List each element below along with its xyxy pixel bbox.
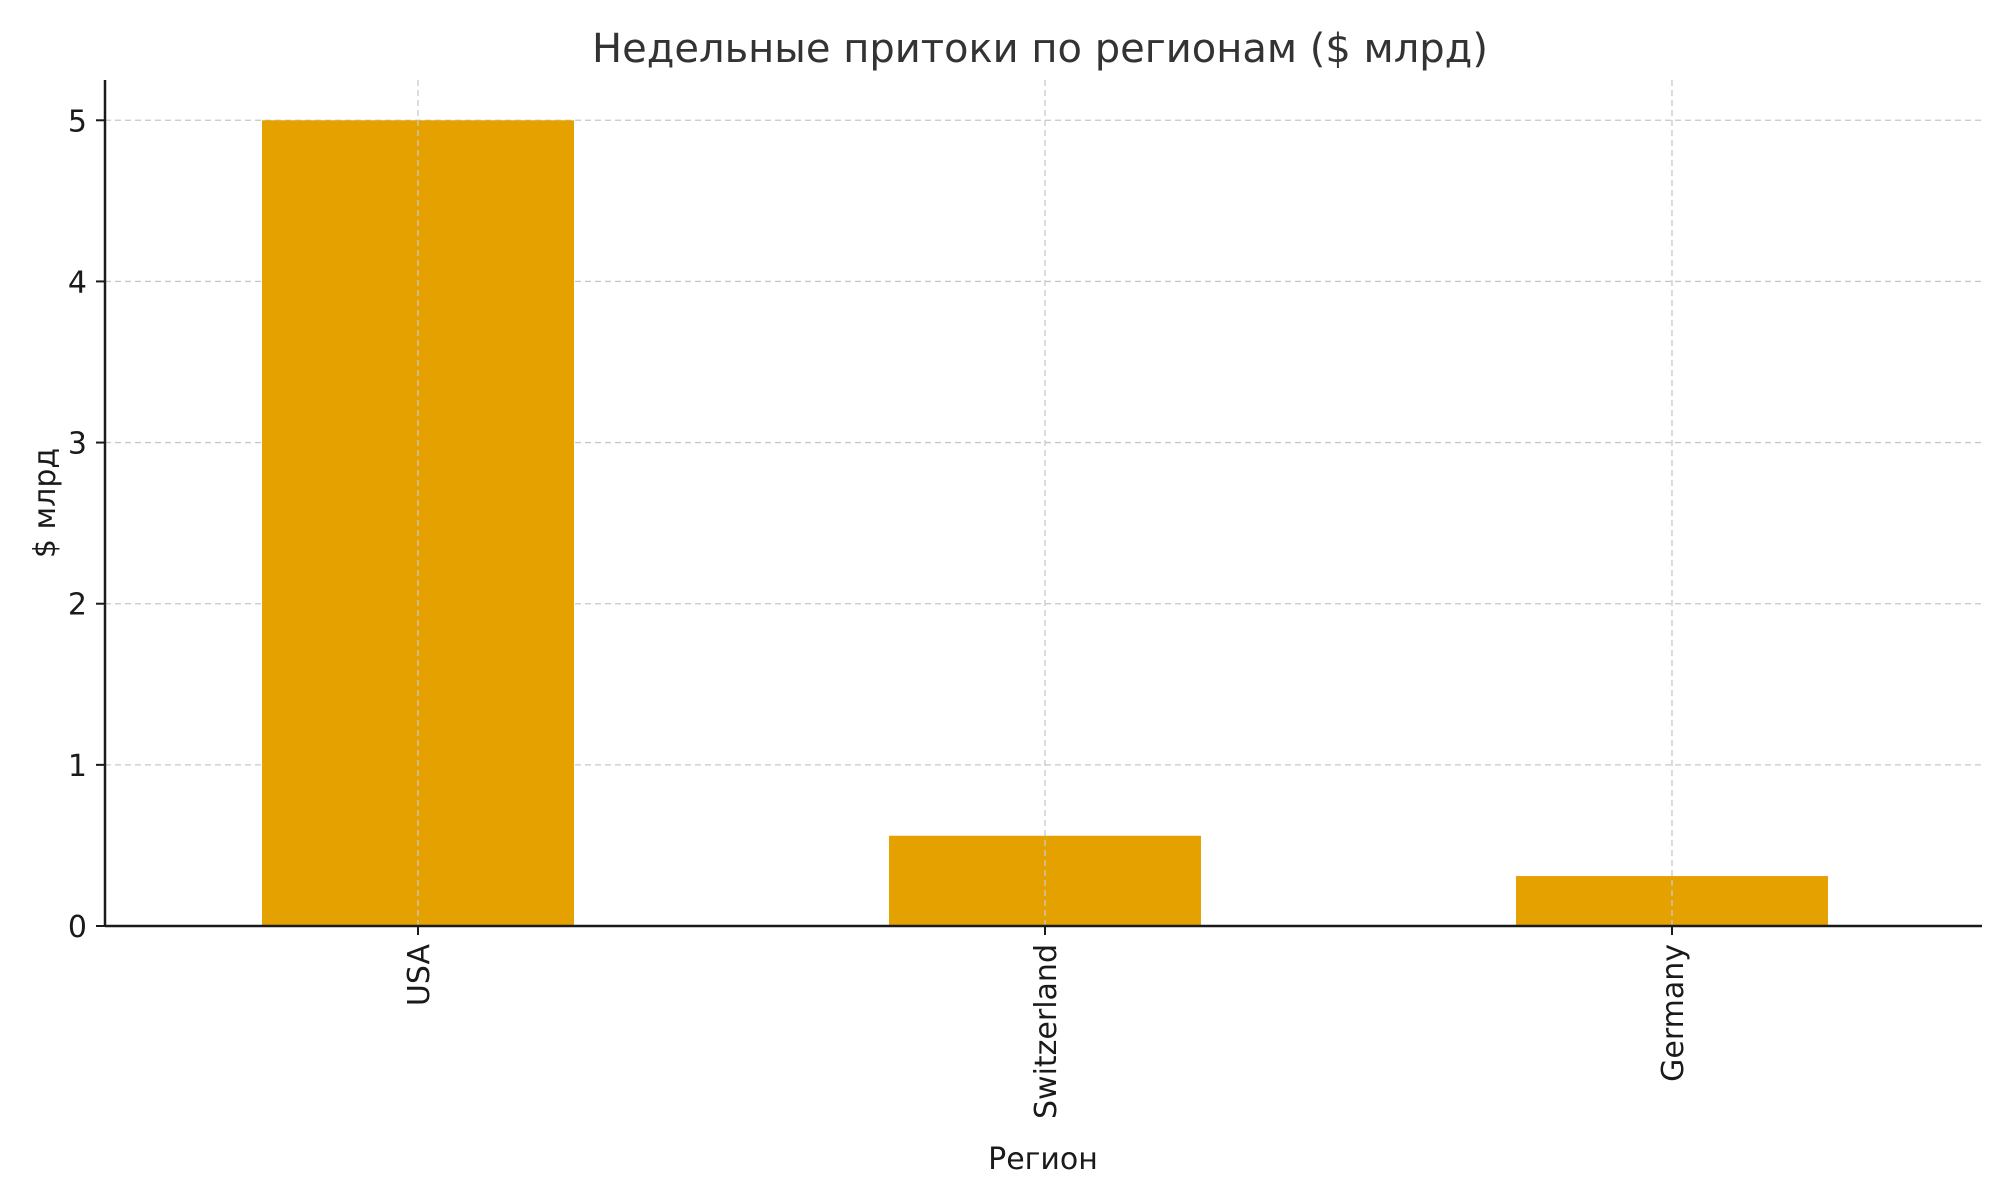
y-axis-label: $ млрд	[28, 448, 63, 558]
y-tick-label: 0	[68, 910, 87, 945]
y-ticks: 0 1 2 3 4 5	[68, 104, 105, 945]
bars	[262, 80, 1828, 927]
y-tick-label: 1	[68, 749, 87, 784]
x-tick-label: Switzerland	[1029, 944, 1064, 1119]
x-tick-label: USA	[402, 944, 437, 1007]
x-tick-label: Germany	[1656, 944, 1691, 1082]
y-tick-label: 4	[68, 265, 87, 300]
y-tick-label: 3	[68, 427, 87, 462]
x-ticks: USA Switzerland Germany	[402, 926, 1691, 1119]
x-axis-label: Регион	[988, 1142, 1098, 1177]
chart-title: Недельные притоки по регионам ($ млрд)	[592, 26, 1488, 72]
y-tick-label: 2	[68, 588, 87, 623]
y-tick-label: 5	[68, 104, 87, 139]
